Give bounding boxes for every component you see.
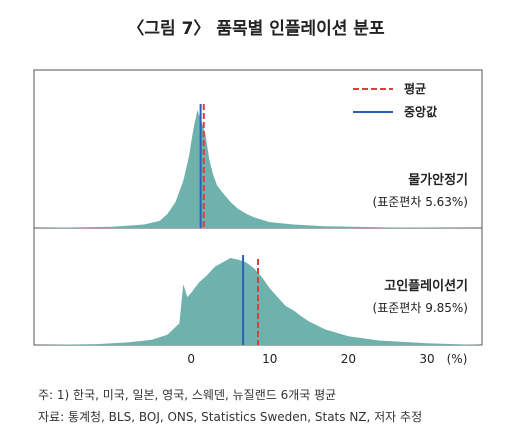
x-tick-label: 0 (187, 352, 195, 366)
chart-title: 〈그림 7〉 품목별 인플레이션 분포 (127, 19, 385, 39)
legend-mean-label: 평균 (404, 82, 426, 96)
x-tick-label: 10 (262, 352, 277, 366)
inflation-distribution-chart: 물가안정기 (표준편차 5.63%) 고인플레이션기 (표준편차 9.85%) 0 10 2… (33, 69, 483, 366)
panel-label-2: 고인플레이션기 (384, 278, 468, 294)
source-note: 자료: 통계청, BLS, BOJ, ONS, Statistics Swede… (38, 410, 423, 424)
density-area-1 (34, 110, 482, 228)
panel-label-1: 물가안정기 (408, 172, 468, 188)
panel-sublabel-2: (표준편차 9.85%) (373, 301, 468, 315)
panel-sublabel-1: (표준편차 5.63%) (373, 195, 468, 209)
density-area-2 (34, 258, 482, 345)
x-tick-label: 20 (341, 352, 356, 366)
x-unit-label: (%) (447, 352, 468, 366)
legend-median-label: 중앙값 (404, 105, 437, 119)
footnote: 주: 1) 한국, 미국, 일본, 영국, 스웨덴, 뉴질랜드 6개국 평균 (38, 388, 337, 402)
x-tick-label: 30 (419, 352, 434, 366)
